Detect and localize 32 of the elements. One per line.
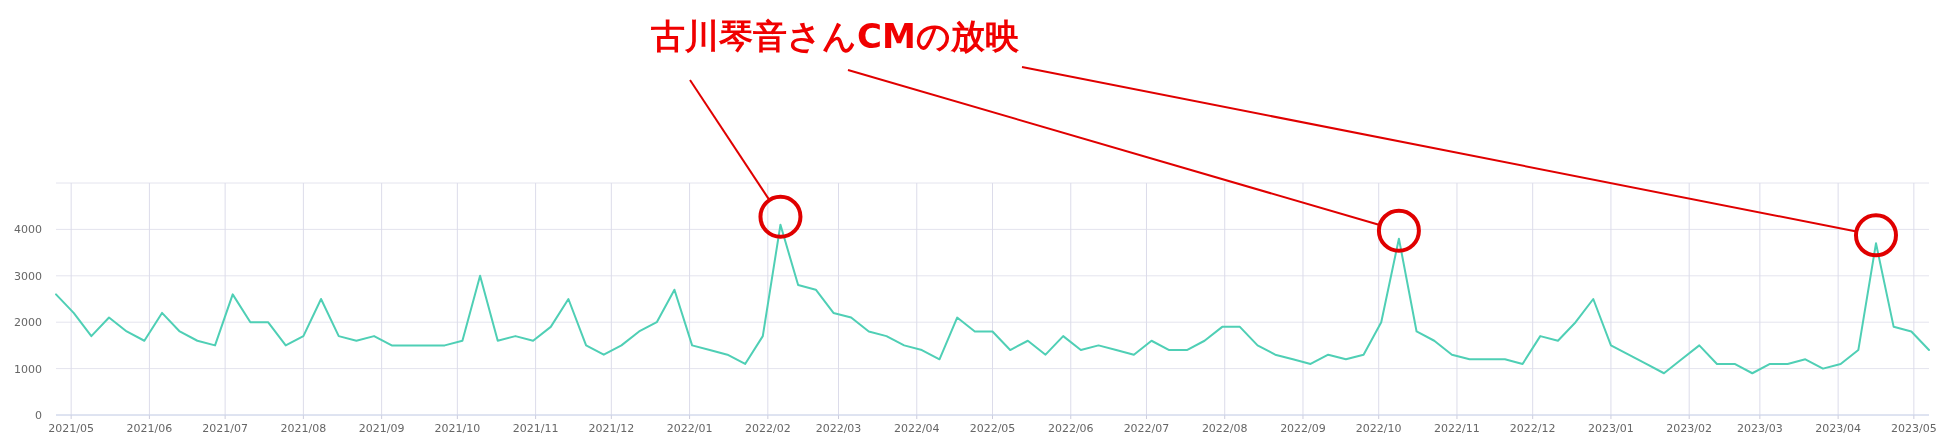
y-tick-label: 0 [35,409,42,422]
x-tick-label: 2022/12 [1509,422,1556,435]
y-tick-label: 4000 [14,223,42,237]
x-tick-label: 2023/02 [1666,422,1713,435]
x-tick-label: 2023/01 [1588,422,1634,435]
x-tick-label: 2021/08 [280,422,327,435]
x-tick-label: 2022/04 [893,422,940,435]
x-tick-label: 2023/03 [1737,422,1783,435]
x-tick-label: 2022/06 [1047,422,1094,435]
y-tick-label: 2000 [14,316,42,330]
x-tick-label: 2022/03 [815,422,862,435]
x-tick-label: 2022/07 [1123,422,1170,435]
x-tick-label: 2021/06 [126,422,173,435]
x-tick-label: 2021/09 [358,422,405,435]
line-series [55,223,1930,375]
x-tick-label: 2022/09 [1280,422,1326,435]
x-tick-label: 2021/10 [434,422,481,435]
x-tick-label: 2022/02 [744,422,791,435]
x-tick-label: 2022/11 [1434,422,1480,435]
x-tick-label: 2021/05 [48,422,94,435]
x-tick-label: 2021/11 [512,422,559,435]
x-tick-label: 2022/05 [969,422,1016,435]
x-tick-label: 2022/10 [1355,422,1402,435]
x-tick-label: 2022/01 [666,422,713,435]
y-tick-label: 3000 [14,269,42,283]
x-tick-label: 2021/07 [202,422,248,435]
y-tick-label: 1000 [14,362,42,376]
x-tick-label: 2022/08 [1201,422,1248,435]
x-tick-label: 2021/12 [588,422,635,435]
x-tick-label: 2023/05 [1891,422,1937,435]
x-tick-label: 2023/04 [1815,422,1861,435]
chart-title: 古川琴音さんCMの放映 [650,16,1019,56]
